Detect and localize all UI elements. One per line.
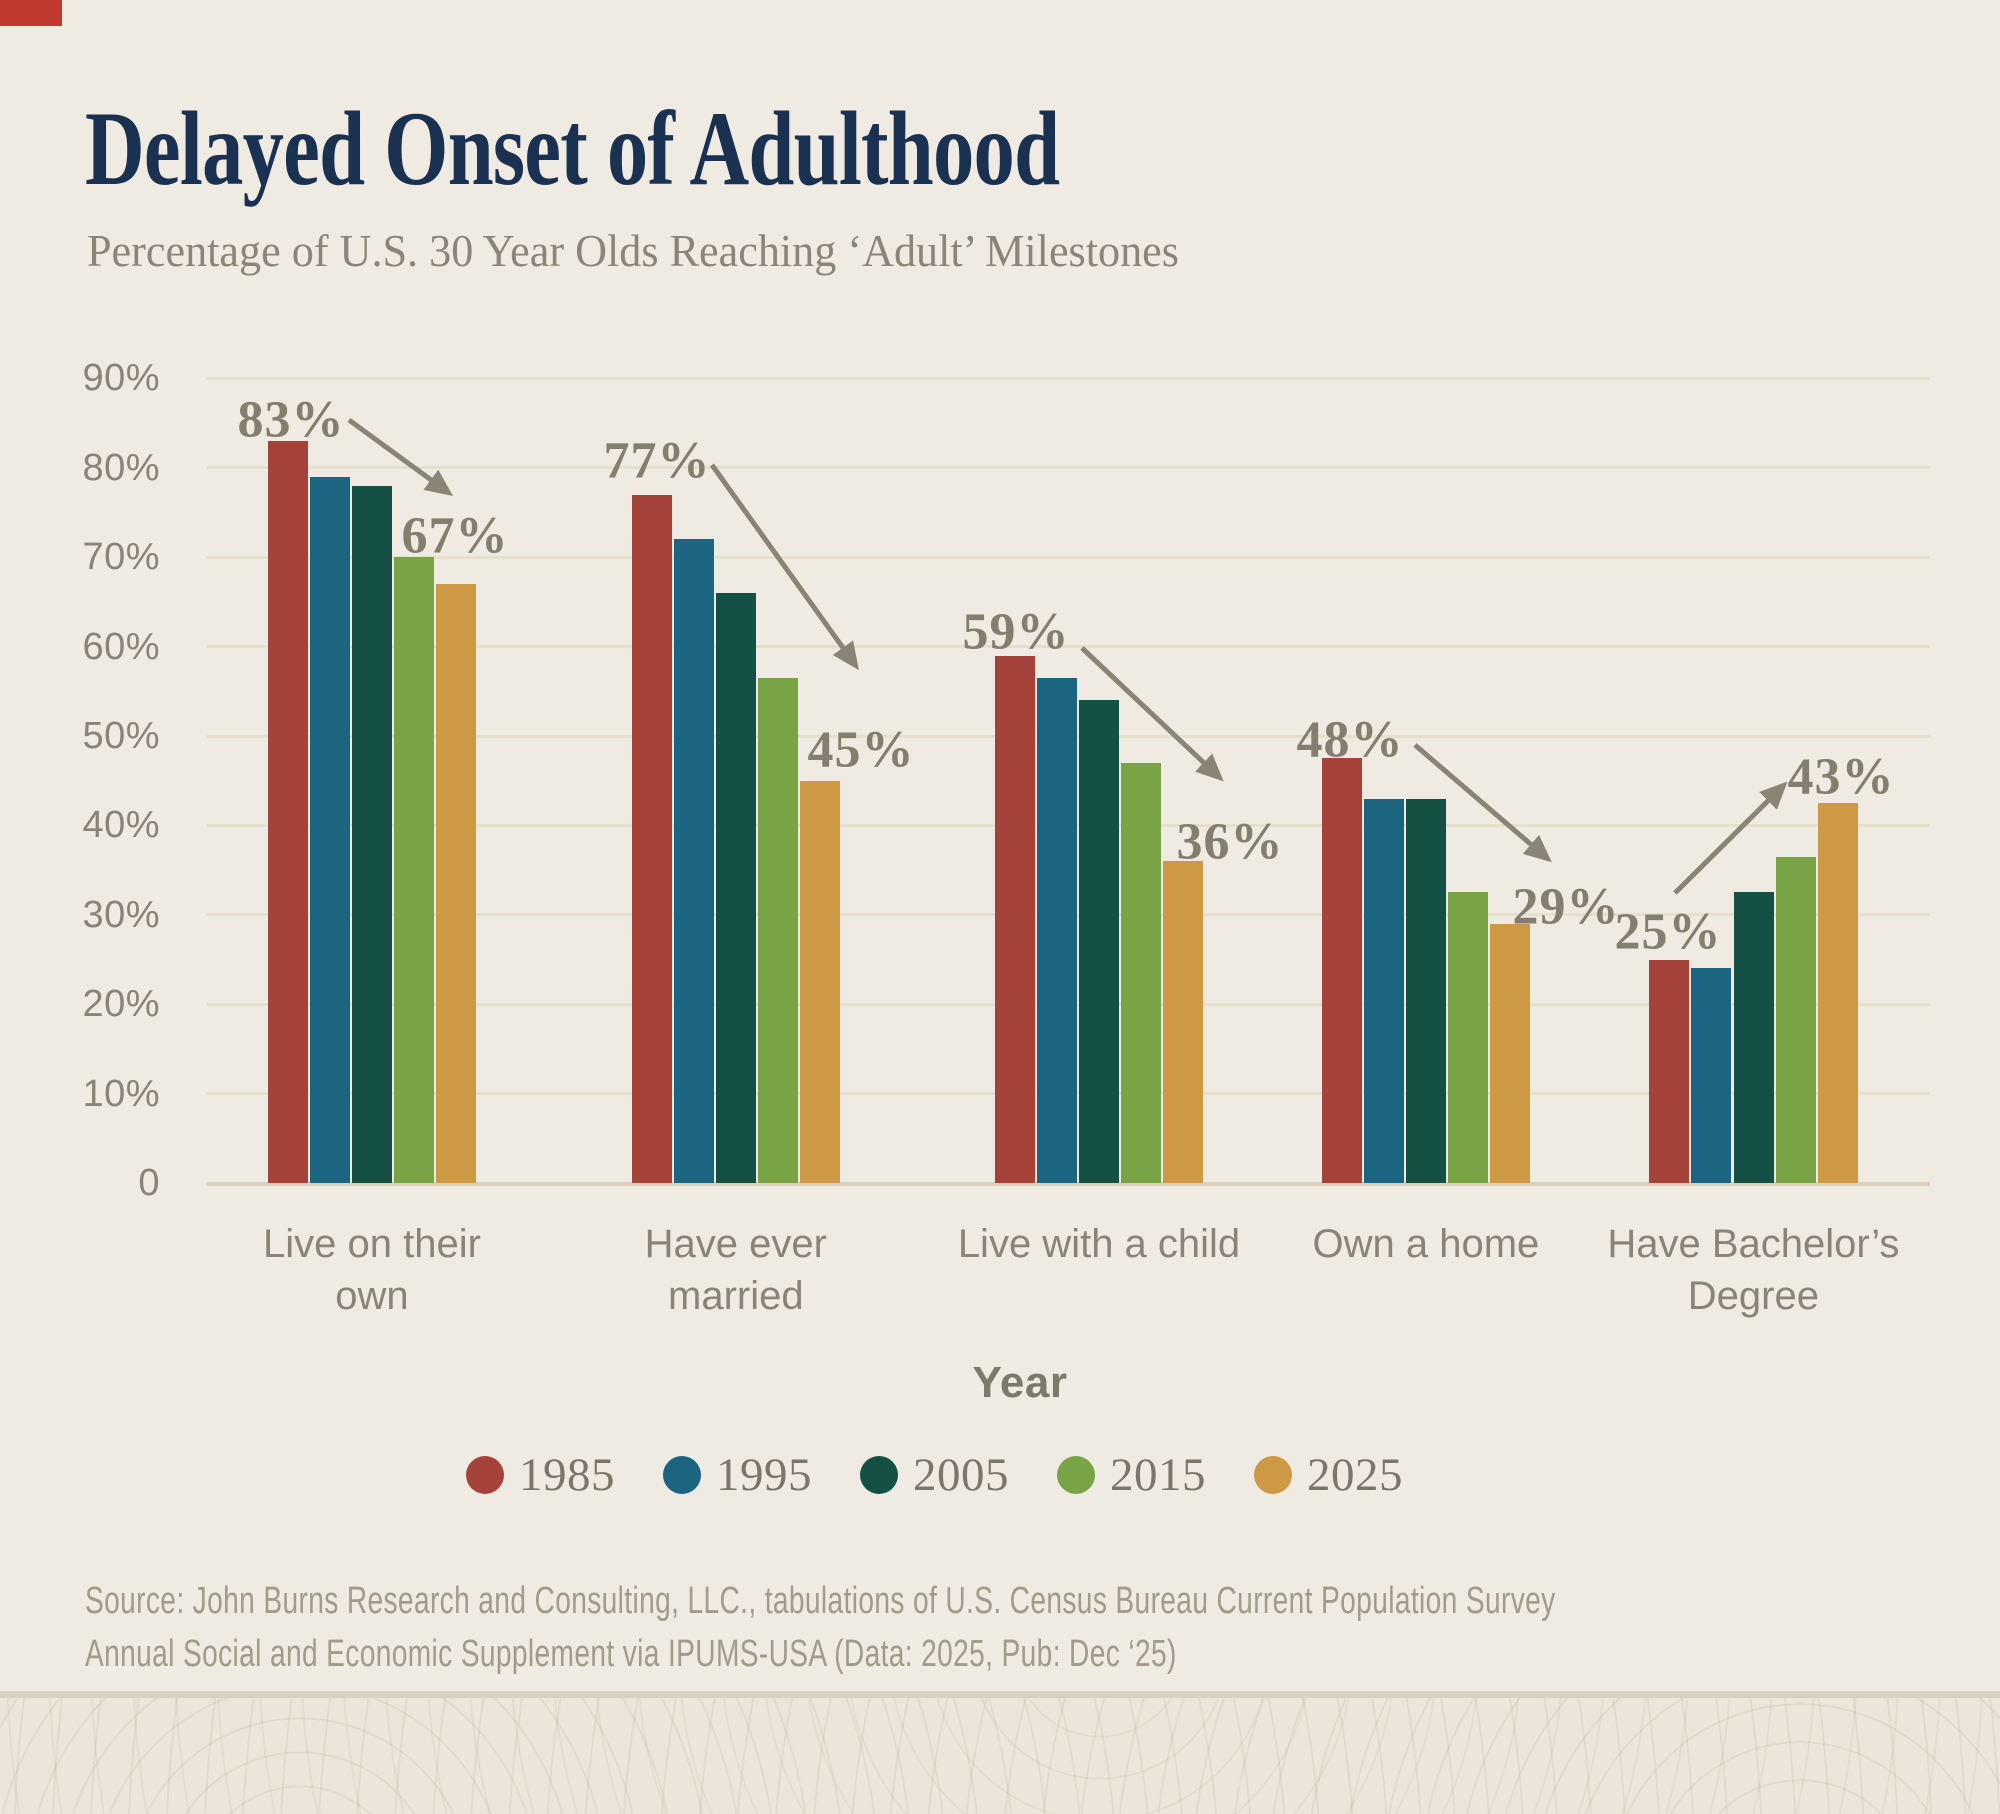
y-tick-label-40: 40%: [82, 804, 160, 847]
bar-live-with-a-child-2005: [1079, 700, 1120, 1183]
y-tick-label-80: 80%: [82, 446, 160, 489]
annotation-start-4: 48%: [1296, 711, 1404, 769]
footer-band: More charts: a16z.news/subscribe A1 Z: [0, 1698, 2000, 1814]
legend-year-label-2015: 2015: [1110, 1449, 1206, 1501]
gridline-60: [207, 645, 1930, 649]
bar-have-ever-married-1995: [673, 539, 714, 1183]
source-line-2: Annual Social and Economic Supplement vi…: [85, 1633, 1177, 1675]
legend-item-1995: 1995: [663, 1448, 812, 1502]
trend-arrow-1: [347, 417, 454, 496]
source-note: Source: John Burns Research and Consulti…: [85, 1575, 1556, 1681]
legend-item-1985: 1985: [466, 1448, 615, 1502]
y-tick-label-70: 70%: [82, 536, 160, 579]
gridline-90: [207, 376, 1930, 380]
y-tick-label-50: 50%: [82, 715, 160, 757]
y-tick-label-30: 30%: [82, 893, 160, 936]
legend-item-2025: 2025: [1254, 1448, 1403, 1502]
bar-have-bachelor-s-degree-2005: [1733, 892, 1774, 1183]
bar-own-a-home-2015: [1448, 892, 1488, 1183]
annotation-end-5: 43%: [1787, 748, 1895, 806]
bar-own-a-home-1985: [1321, 758, 1362, 1183]
bar-live-on-their-own-1985: [268, 440, 308, 1183]
page-subtitle: Percentage of U.S. 30 Year Olds Reaching…: [87, 225, 1179, 276]
legend-dot-1995: [663, 1456, 701, 1494]
category-label-2: Have ever married: [644, 1222, 827, 1318]
x-axis-line: [207, 1182, 1930, 1186]
bar-live-on-their-own-2015: [394, 557, 435, 1183]
bar-have-ever-married-2005: [715, 592, 756, 1183]
x-axis-title: Year: [972, 1358, 1068, 1407]
y-tick-label-0: 0: [138, 1162, 160, 1204]
bar-live-with-a-child-1995: [1037, 677, 1078, 1183]
y-tick-label-10: 10%: [82, 1072, 160, 1115]
annotation-start-3: 59%: [962, 603, 1070, 661]
bar-have-bachelor-s-degree-1995: [1691, 968, 1732, 1183]
bar-live-on-their-own-2005: [352, 485, 393, 1183]
bar-own-a-home-2005: [1405, 798, 1446, 1183]
page-title: Delayed Onset of Adulthood: [85, 90, 1060, 207]
bar-have-ever-married-2015: [758, 677, 798, 1183]
category-label-5: Have Bachelor’s Degree: [1607, 1222, 1900, 1318]
legend-dot-2005: [860, 1456, 898, 1494]
annotation-end-1: 67%: [401, 507, 509, 565]
bar-live-with-a-child-2015: [1121, 762, 1162, 1183]
category-label-3: Live with a child: [957, 1222, 1241, 1266]
annotation-start-2: 77%: [603, 432, 711, 490]
legend-dot-2015: [1057, 1456, 1095, 1494]
legend-year-label-2005: 2005: [913, 1449, 1009, 1501]
legend-year-label-1985: 1985: [519, 1449, 615, 1501]
bar-live-with-a-child-2025: [1163, 861, 1204, 1183]
footer-divider: [0, 1691, 2000, 1698]
annotation-end-3: 36%: [1176, 813, 1284, 871]
annotation-end-4: 29%: [1512, 878, 1620, 936]
y-tick-label-60: 60%: [82, 625, 160, 668]
legend-item-2015: 2015: [1057, 1448, 1206, 1502]
trend-arrow-5: [1673, 781, 1788, 895]
legend-dot-2025: [1254, 1456, 1292, 1494]
category-label-1: Live on their own: [263, 1222, 481, 1318]
legend-year-label-1995: 1995: [716, 1449, 812, 1501]
bar-have-ever-married-1985: [631, 494, 672, 1183]
bar-have-bachelor-s-degree-1985: [1649, 959, 1690, 1183]
gridline-70: [207, 555, 1930, 559]
category-label-4: Own a home: [1312, 1222, 1540, 1266]
bar-have-ever-married-2025: [800, 780, 841, 1183]
legend-item-2005: 2005: [860, 1448, 1009, 1502]
legend-dot-1985: [466, 1456, 504, 1494]
y-tick-label-90: 90%: [82, 357, 160, 400]
bar-own-a-home-1995: [1363, 798, 1404, 1183]
bar-have-bachelor-s-degree-2025: [1817, 803, 1858, 1183]
annotation-end-2: 45%: [807, 721, 915, 779]
bar-live-on-their-own-2025: [436, 584, 477, 1183]
y-tick-label-20: 20%: [82, 983, 160, 1026]
bar-have-bachelor-s-degree-2015: [1775, 856, 1816, 1183]
chart-legend: 1985 1995 2005 2015 2025: [466, 1448, 1403, 1502]
corner-marker: [0, 0, 62, 26]
gridline-80: [207, 466, 1930, 470]
bar-live-with-a-child-1985: [995, 655, 1035, 1183]
bar-own-a-home-2025: [1490, 923, 1531, 1183]
source-line-1: Source: John Burns Research and Consulti…: [85, 1580, 1556, 1622]
annotation-start-5: 25%: [1614, 903, 1722, 961]
legend-year-label-2025: 2025: [1307, 1449, 1403, 1501]
bar-live-on-their-own-1995: [310, 476, 351, 1183]
annotation-start-1: 83%: [237, 391, 345, 449]
